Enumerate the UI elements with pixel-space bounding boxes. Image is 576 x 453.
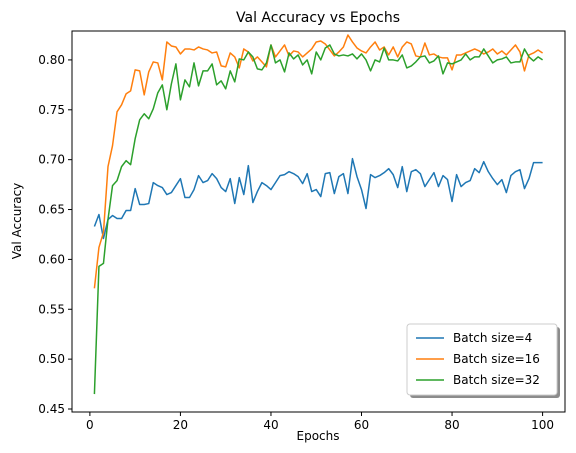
series-layer xyxy=(93,34,544,395)
y-tick-label: 0.50 xyxy=(38,352,65,366)
series-line-1 xyxy=(93,157,543,240)
x-tick-label: 0 xyxy=(86,418,94,432)
legend-box xyxy=(406,323,558,396)
y-axis: 0.45 0.50 0.55 0.60 0.65 0.70 0.75 0.80 xyxy=(38,53,72,416)
series-line-3 xyxy=(93,44,544,395)
series-line-2 xyxy=(93,34,544,289)
y-tick-label: 0.80 xyxy=(38,53,65,67)
legend: Batch size=4 Batch size=16 Batch size=32 xyxy=(406,323,560,398)
y-tick-label: 0.45 xyxy=(38,402,65,416)
x-axis: 0 20 40 60 80 100 xyxy=(86,412,554,432)
x-tick-label: 60 xyxy=(354,418,369,432)
y-tick-label: 0.70 xyxy=(38,153,65,167)
legend-label: Batch size=4 xyxy=(453,331,532,345)
x-tick-label: 100 xyxy=(531,418,554,432)
y-tick-label: 0.65 xyxy=(38,203,65,217)
legend-label: Batch size=32 xyxy=(453,373,540,387)
plot-frame xyxy=(71,30,566,413)
x-tick-label: 20 xyxy=(173,418,188,432)
legend-label: Batch size=16 xyxy=(453,352,540,366)
y-tick-label: 0.60 xyxy=(38,252,65,266)
chart-title: Val Accuracy vs Epochs xyxy=(236,10,400,26)
x-tick-label: 80 xyxy=(444,418,459,432)
x-axis-label: Epochs xyxy=(297,429,340,443)
x-tick-label: 40 xyxy=(263,418,278,432)
y-tick-label: 0.55 xyxy=(38,302,65,316)
y-tick-label: 0.75 xyxy=(38,103,65,117)
y-axis-label: Val Accuracy xyxy=(10,183,24,260)
